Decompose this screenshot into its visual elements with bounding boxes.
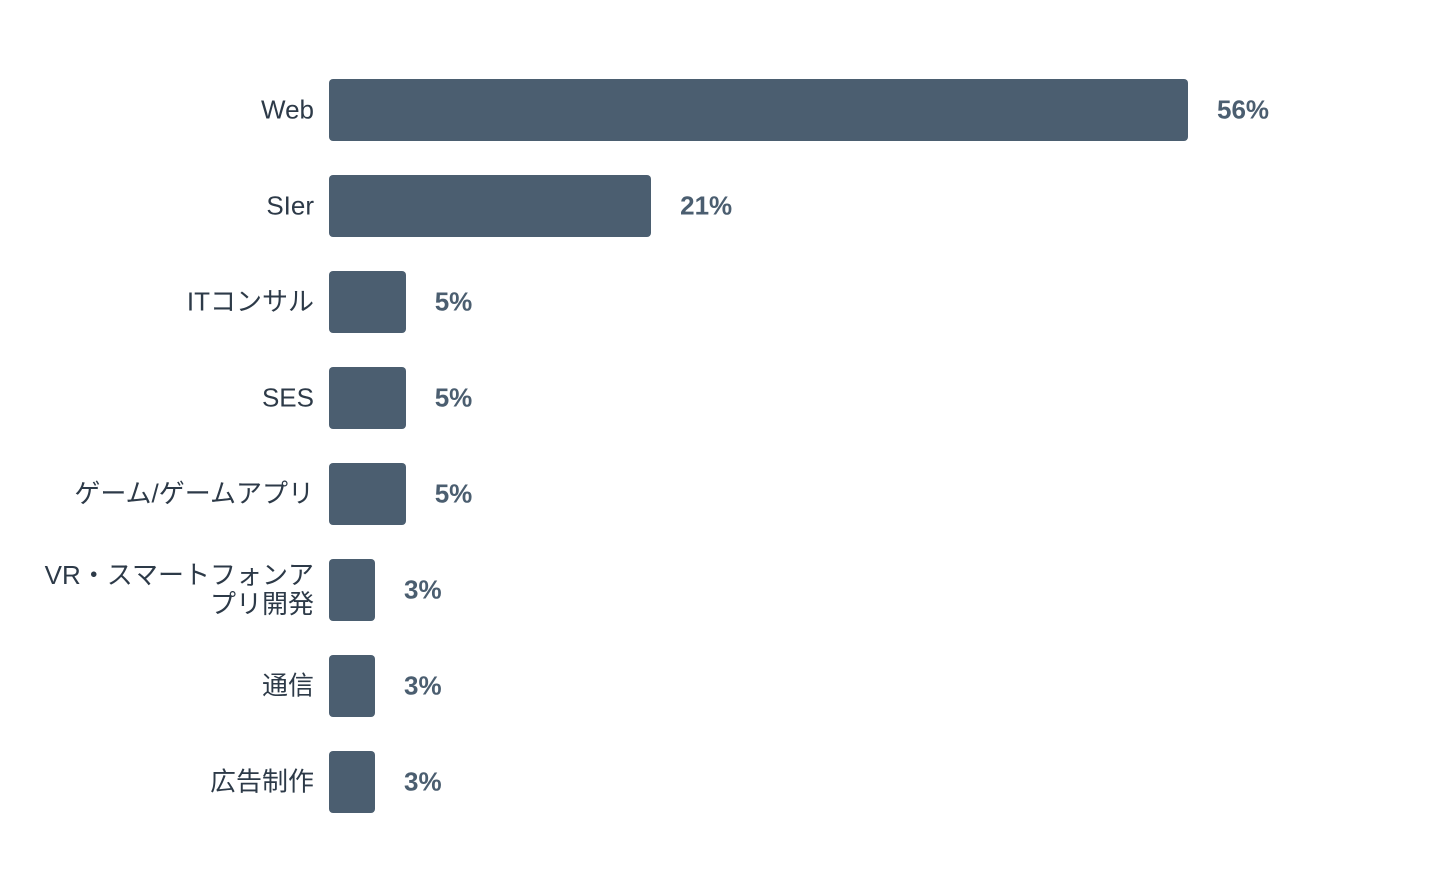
category-label: 通信 <box>261 670 314 701</box>
bar <box>329 463 406 525</box>
bar <box>329 751 376 813</box>
bar <box>329 271 406 333</box>
category-label: VR・スマートフォンアプリ開発 <box>44 560 314 619</box>
value-label: 3% <box>404 670 442 701</box>
value-label: 21% <box>680 190 733 221</box>
value-label: 5% <box>434 382 473 413</box>
bar <box>329 559 376 621</box>
value-label: 5% <box>434 286 473 317</box>
value-label: 3% <box>404 574 442 605</box>
value-label: 56% <box>1217 94 1270 125</box>
bar <box>329 175 652 237</box>
category-label: 広告制作 <box>209 766 314 797</box>
category-label: ITコンサル <box>186 286 314 317</box>
value-label: 5% <box>434 478 473 509</box>
category-label: SES <box>261 382 314 413</box>
bar <box>329 79 1188 141</box>
category-label: ゲーム/ゲームアプリ <box>74 478 314 509</box>
value-label: 3% <box>404 766 442 797</box>
category-label: Web <box>261 94 314 125</box>
category-label: SIer <box>266 190 314 221</box>
bar <box>329 655 376 717</box>
bar <box>329 367 406 429</box>
